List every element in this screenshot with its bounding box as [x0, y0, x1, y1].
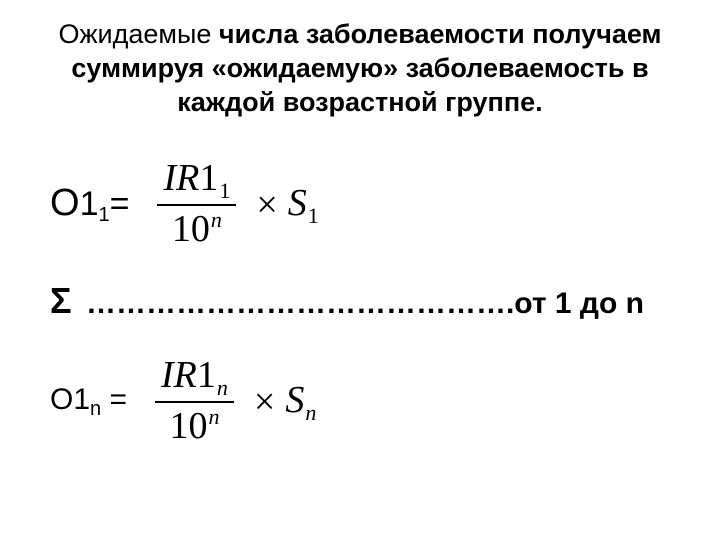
- formula2-lhs: О1n =: [50, 383, 127, 421]
- slide: Ожидаемые числа заболеваемости получаем …: [0, 0, 720, 540]
- formula1-eq: =: [110, 185, 130, 223]
- formula1-numerator: IR11: [157, 159, 236, 202]
- formula1-num-sub: 1: [219, 178, 230, 203]
- formula2-num-rest: 1: [197, 354, 216, 396]
- title-thin: Ожидаемые: [58, 19, 211, 49]
- fraction-bar: [157, 204, 236, 206]
- times-icon: ×: [254, 380, 275, 424]
- formula1-expr: IR11 10n × S1: [157, 159, 318, 250]
- formula2-num-sub: n: [217, 375, 228, 400]
- formula2-lhs-rest: 1: [73, 383, 90, 416]
- formula2-rhs-var: S: [285, 379, 304, 421]
- formula2-fraction: IR1n 10n: [155, 356, 234, 447]
- sigma-line: Σ …………………………………….от 1 до n: [50, 280, 670, 322]
- formula2-num-var: IR: [161, 354, 197, 396]
- formula1-lhs-big: О: [50, 182, 80, 224]
- formula2-den-base: 10: [169, 405, 207, 447]
- formula1-lhs: О11=: [50, 182, 129, 227]
- formula2-lhs-sub: n: [90, 398, 101, 420]
- fraction-bar: [155, 401, 234, 403]
- formula2-numerator: IR1n: [155, 356, 234, 399]
- formula2-rhs: Sn: [285, 378, 316, 426]
- sigma-dots: …………………………………….: [78, 287, 515, 320]
- formula1-num-rest: 1: [199, 157, 218, 199]
- formula1-fraction: IR11 10n: [157, 159, 236, 250]
- sigma-symbol: Σ: [50, 280, 72, 321]
- formula1-den-base: 10: [172, 208, 210, 250]
- formula2-lhs-big: О: [50, 383, 73, 416]
- times-icon: ×: [256, 183, 277, 227]
- formula1-rhs-var: S: [288, 182, 307, 224]
- formula2-den-sup: n: [208, 404, 219, 429]
- formula1-denominator: 10n: [166, 208, 228, 250]
- formula1-rhs: S1: [288, 181, 319, 229]
- formula-row-2: О1n = IR1n 10n × Sn: [50, 356, 670, 447]
- formula1-lhs-sub: 1: [98, 204, 109, 226]
- formula-row-1: О11= IR11 10n × S1: [50, 159, 670, 250]
- formula1-lhs-rest: 1: [80, 185, 99, 223]
- formula1-den-sup: n: [211, 207, 222, 232]
- formula1-num-var: IR: [163, 157, 199, 199]
- sigma-tail: от 1 до n: [514, 287, 644, 320]
- formula2-denominator: 10n: [163, 405, 225, 447]
- formula2-eq: =: [101, 383, 127, 416]
- formula2-expr: IR1n 10n × Sn: [155, 356, 316, 447]
- formula2-rhs-sub: n: [305, 400, 316, 425]
- slide-title: Ожидаемые числа заболеваемости получаем …: [50, 18, 670, 119]
- formula1-rhs-sub: 1: [308, 203, 319, 228]
